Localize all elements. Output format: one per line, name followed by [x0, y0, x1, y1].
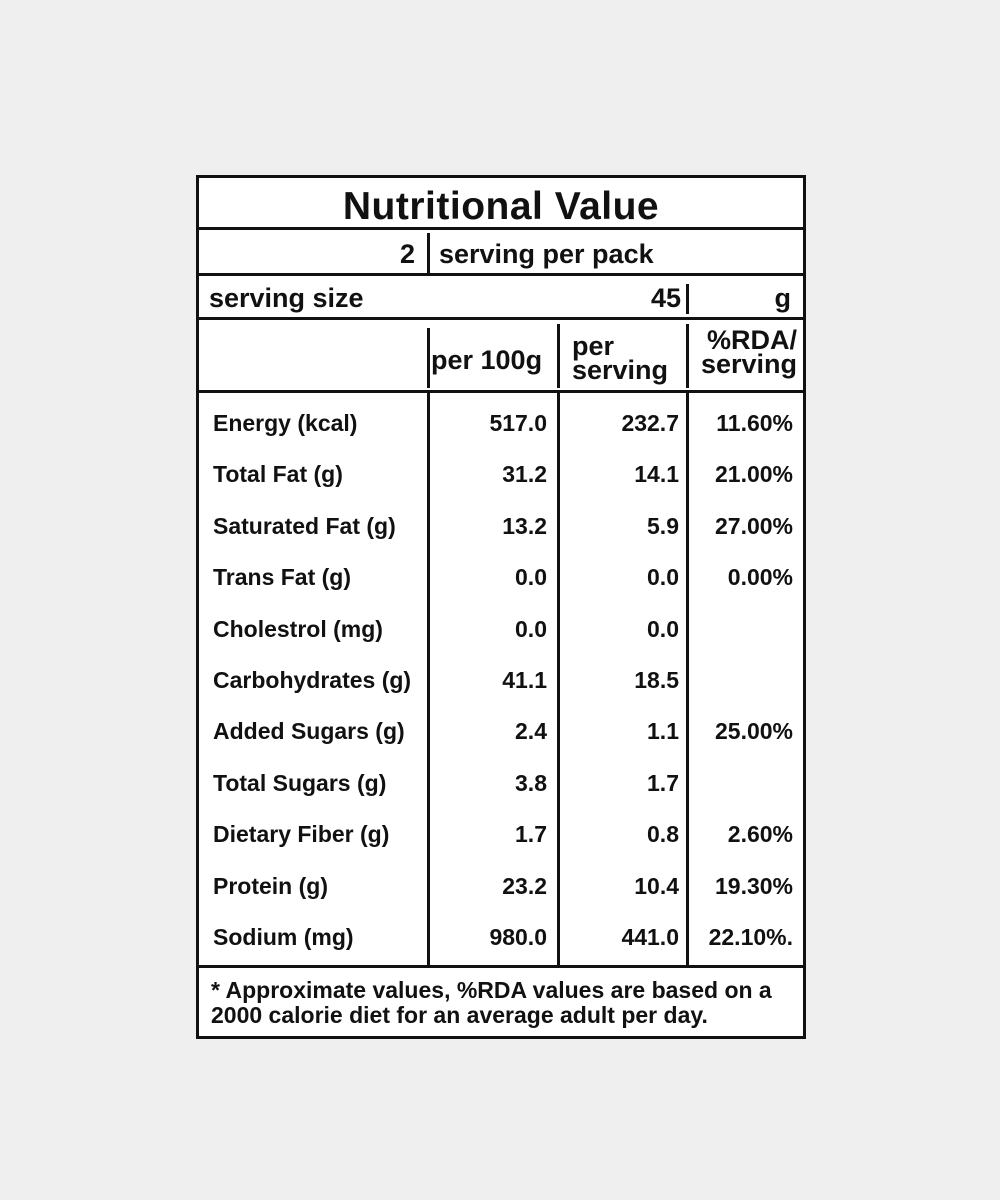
nutrient-name: Trans Fat (g): [213, 564, 352, 590]
nutrient-name: Total Fat (g): [213, 461, 343, 487]
value-per-serving: 18.5: [634, 667, 679, 693]
value-rda: 22.10%.: [708, 924, 793, 950]
column-header-per-100g: per 100g: [431, 345, 543, 375]
value-per-100g: 517.0: [489, 410, 547, 436]
value-per-serving: 0.0: [647, 564, 679, 590]
nutrient-name: Total Sugars (g): [213, 770, 387, 796]
value-per-100g: 2.4: [515, 718, 547, 744]
value-per-serving: 0.8: [647, 821, 679, 847]
value-per-100g: 31.2: [502, 461, 547, 487]
value-rda: 2.60%: [727, 821, 793, 847]
value-rda: 0.00%: [727, 564, 793, 590]
value-rda: 11.60%: [716, 410, 793, 436]
serving-size-value: 45: [650, 283, 681, 313]
nutrient-name: Carbohydrates (g): [213, 667, 412, 693]
divider: [199, 965, 803, 968]
serving-size-label: serving size: [209, 283, 364, 313]
value-per-100g: 0.0: [515, 616, 547, 642]
value-per-100g: 13.2: [502, 513, 547, 539]
column-header-rda: %RDA/ serving: [700, 325, 797, 379]
nutrient-name: Protein (g): [213, 873, 328, 899]
value-per-serving: 10.4: [634, 873, 679, 899]
divider: [427, 328, 430, 388]
column-divider: [427, 393, 430, 965]
value-per-serving: 441.0: [621, 924, 679, 950]
label-title: Nutritional Value: [342, 185, 660, 228]
nutrient-name: Added Sugars (g): [213, 718, 405, 744]
value-rda: 19.30%: [714, 873, 793, 899]
value-per-serving: 1.1: [647, 718, 679, 744]
footnote: * Approximate values, %RDA values are ba…: [211, 977, 772, 1028]
value-per-serving: 5.9: [647, 513, 679, 539]
value-per-100g: 41.1: [502, 667, 547, 693]
divider: [199, 227, 803, 230]
divider: [686, 324, 689, 388]
nutrition-label: Nutritional Value 2 serving per pack ser…: [196, 175, 806, 1039]
value-per-serving: 1.7: [647, 770, 679, 796]
nutrient-name: Dietary Fiber (g): [213, 821, 390, 847]
value-per-serving: 232.7: [621, 410, 679, 436]
divider: [199, 317, 803, 320]
value-per-serving: 14.1: [634, 461, 679, 487]
column-header-per-serving: per serving: [572, 331, 669, 385]
value-per-100g: 0.0: [515, 564, 547, 590]
nutrient-name: Saturated Fat (g): [213, 513, 396, 539]
column-divider: [557, 393, 560, 965]
nutrient-name: Energy (kcal): [213, 410, 358, 436]
value-rda: 25.00%: [714, 718, 793, 744]
divider: [557, 324, 560, 388]
servings-count: 2: [399, 239, 415, 269]
divider: [199, 273, 803, 276]
value-rda: 21.00%: [714, 461, 793, 487]
nutrient-name: Sodium (mg): [213, 924, 354, 950]
servings-per-pack-label: serving per pack: [439, 239, 654, 269]
value-rda: 27.00%: [714, 513, 793, 539]
divider: [686, 284, 689, 314]
value-per-100g: 3.8: [515, 770, 547, 796]
divider: [199, 390, 803, 393]
divider: [427, 233, 430, 273]
value-per-100g: 23.2: [502, 873, 547, 899]
value-per-100g: 980.0: [489, 924, 547, 950]
column-divider: [686, 393, 689, 965]
value-per-100g: 1.7: [515, 821, 547, 847]
value-per-serving: 0.0: [647, 616, 679, 642]
serving-size-unit: g: [774, 283, 792, 313]
nutrient-name: Cholestrol (mg): [213, 616, 383, 642]
